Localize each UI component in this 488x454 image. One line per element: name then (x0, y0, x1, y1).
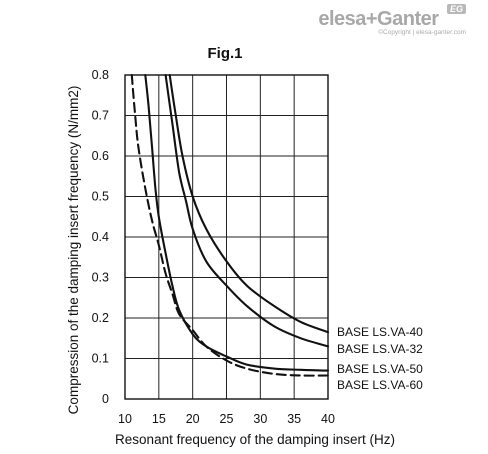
x-tick-label: 10 (118, 412, 132, 426)
series-line-4 (130, 73, 330, 377)
x-tick-label: 40 (321, 412, 335, 426)
legend-entry-4: BASE LS.VA-60 (337, 378, 423, 392)
series-layer (130, 73, 330, 377)
x-axis-label: Resonant frequency of the damping insert… (115, 432, 395, 447)
x-tick-label: 20 (186, 412, 200, 426)
x-tick-label: 15 (152, 412, 166, 426)
y-tick-label: 0.3 (92, 271, 109, 285)
series-line-1 (168, 73, 330, 334)
brand-logo: elesa+Ganter EG ©Copyright | elesa-gante… (318, 4, 466, 36)
x-tick-label: 35 (287, 412, 301, 426)
brand-name: elesa+Ganter (318, 8, 439, 30)
y-tick-label: 0.1 (92, 352, 109, 366)
x-tick-label: 30 (253, 412, 267, 426)
y-tick-label: 0 (102, 392, 109, 406)
legend-entry-2: BASE LS.VA-32 (337, 342, 423, 356)
brand-copyright: ©Copyright | elesa-ganter.com (378, 29, 466, 36)
series-line-3 (144, 73, 330, 372)
legend: BASE LS.VA-40 BASE LS.VA-32 BASE LS.VA-50 B… (337, 325, 423, 392)
chart-title: Fig.1 (207, 45, 242, 62)
y-tick-label: 0.5 (92, 190, 109, 204)
legend-entry-1: BASE LS.VA-40 (337, 325, 423, 339)
axes: 10 15 20 25 30 35 40 0 0.1 0.2 0.3 0.4 0.5 0.6 0.7 0.8 (92, 68, 335, 426)
series-line-2 (164, 73, 330, 348)
y-tick-label: 0.2 (92, 311, 109, 325)
plot-frame (124, 74, 329, 400)
y-tick-label: 0.4 (92, 230, 109, 244)
grid (124, 74, 329, 400)
brand-mark: EG (446, 4, 466, 14)
y-axis-label: Compression of the damping insert freque… (66, 86, 81, 415)
y-tick-label: 0.7 (92, 109, 109, 123)
y-tick-label: 0.6 (92, 149, 109, 163)
y-tick-label: 0.8 (92, 68, 109, 82)
x-tick-label: 25 (220, 412, 234, 426)
legend-entry-3: BASE LS.VA-50 (337, 362, 423, 376)
